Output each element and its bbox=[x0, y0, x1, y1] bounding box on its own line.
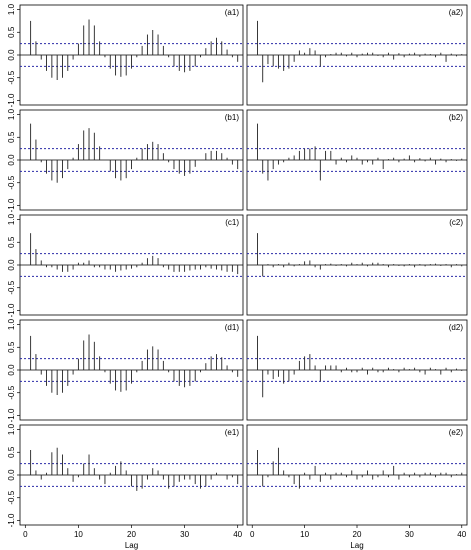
y-tick-label: -0.5 bbox=[7, 70, 16, 84]
x-axis-label: Lag bbox=[350, 541, 363, 550]
y-tick-label: -0.5 bbox=[7, 175, 16, 189]
x-tick-label: 40 bbox=[457, 530, 466, 539]
y-tick-label: -1.0 bbox=[7, 303, 16, 317]
x-tick-label: 30 bbox=[180, 530, 189, 539]
x-tick-label: 20 bbox=[353, 530, 362, 539]
y-tick-label: -1.0 bbox=[7, 198, 16, 212]
y-tick-label: 0.0 bbox=[7, 364, 16, 376]
y-tick-label: 0.5 bbox=[7, 446, 16, 458]
y-tick-label: 1.0 bbox=[7, 423, 16, 435]
panel-label: (c1) bbox=[225, 218, 239, 227]
panel-label: (a1) bbox=[225, 8, 240, 17]
panel-label: (a2) bbox=[449, 8, 464, 17]
y-tick-label: 0.0 bbox=[7, 259, 16, 271]
panel-label: (e1) bbox=[225, 428, 240, 437]
panel-label: (e2) bbox=[449, 428, 464, 437]
y-tick-label: -0.5 bbox=[7, 280, 16, 294]
y-tick-label: -1.0 bbox=[7, 408, 16, 422]
x-tick-label: 0 bbox=[23, 530, 28, 539]
panel-label: (c2) bbox=[449, 218, 463, 227]
y-tick-label: 1.0 bbox=[7, 213, 16, 225]
y-tick-label: 0.5 bbox=[7, 26, 16, 38]
y-tick-label: 0.0 bbox=[7, 469, 16, 481]
x-tick-label: 30 bbox=[405, 530, 414, 539]
x-tick-label: 40 bbox=[233, 530, 242, 539]
y-tick-label: 0.0 bbox=[7, 154, 16, 166]
y-tick-label: -0.5 bbox=[7, 490, 16, 504]
y-tick-label: 0.5 bbox=[7, 341, 16, 353]
panel-label: (b1) bbox=[225, 113, 240, 122]
x-tick-label: 0 bbox=[250, 530, 255, 539]
x-tick-label: 10 bbox=[300, 530, 309, 539]
y-tick-label: -0.5 bbox=[7, 385, 16, 399]
x-tick-label: 10 bbox=[74, 530, 83, 539]
y-tick-label: 0.5 bbox=[7, 236, 16, 248]
y-tick-label: 0.0 bbox=[7, 49, 16, 61]
y-tick-label: 1.0 bbox=[7, 3, 16, 15]
y-tick-label: -1.0 bbox=[7, 513, 16, 527]
y-tick-label: -1.0 bbox=[7, 93, 16, 107]
y-tick-label: 1.0 bbox=[7, 318, 16, 330]
panel-label: (d1) bbox=[225, 323, 240, 332]
x-tick-label: 20 bbox=[127, 530, 136, 539]
panel-label: (b2) bbox=[449, 113, 464, 122]
y-tick-label: 0.5 bbox=[7, 131, 16, 143]
y-tick-label: 1.0 bbox=[7, 108, 16, 120]
panel-label: (d2) bbox=[449, 323, 464, 332]
x-axis-label: Lag bbox=[125, 541, 138, 550]
